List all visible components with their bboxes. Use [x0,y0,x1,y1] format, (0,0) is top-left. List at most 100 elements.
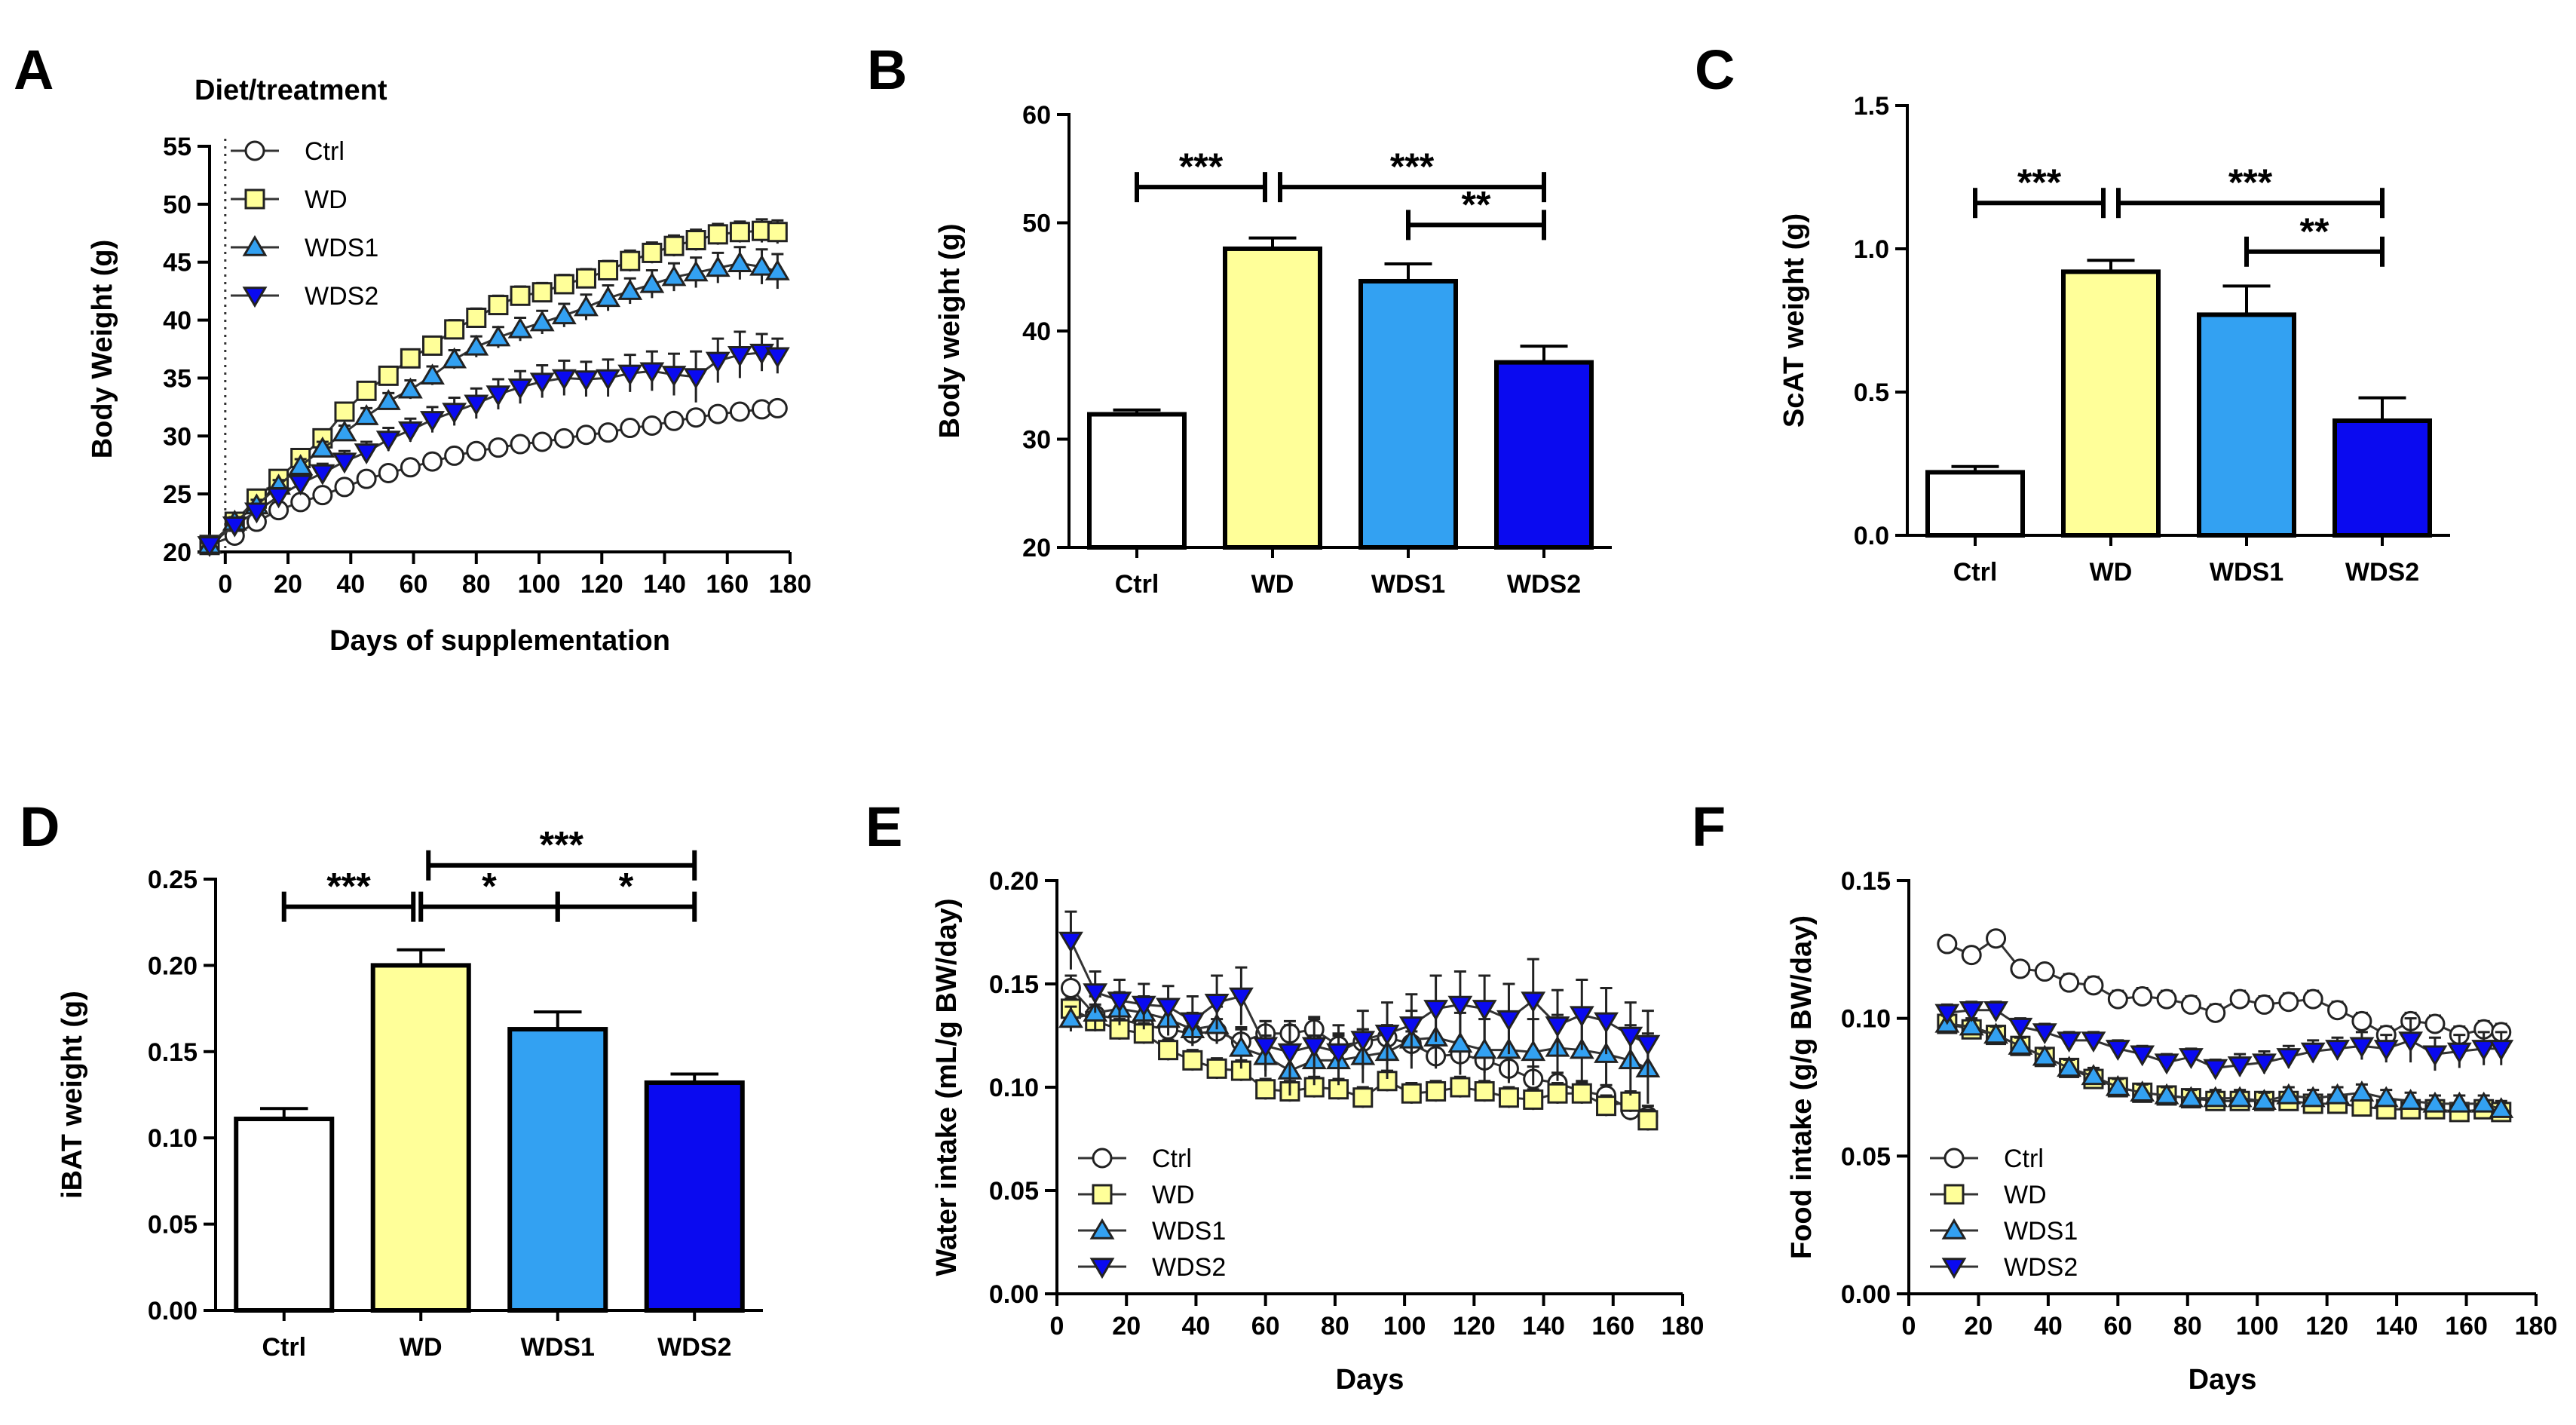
marker-wds1 [2178,1086,2204,1108]
marker-wds1 [683,260,709,282]
series-wds1 [1934,1011,2514,1118]
marker-wds2 [1521,991,1546,1013]
marker-ctrl [244,140,265,161]
x-tick-label: WDS1 [2210,558,2283,587]
x-tick-label: 120 [1453,1312,1496,1341]
y-tick-label: 0.15 [148,1038,198,1067]
panel-letter: F [1692,795,1726,858]
marker-wd [334,401,355,422]
x-tick-label: 0 [218,570,232,599]
marker-wds1 [354,404,379,425]
marker-wds2 [485,385,511,407]
marker-wds1 [2008,1034,2033,1055]
marker-wd [1571,1083,1592,1104]
panel-B: B 20 30 40 50 60 Body weight (g) Ctrl WD WDS1 WDS2… [867,38,1612,599]
marker-wds1 [596,286,621,308]
marker-wds1 [397,377,423,399]
marker-wds2 [288,474,314,496]
x-tick-label: 60 [1251,1312,1280,1341]
marker-wds2 [1496,1010,1521,1031]
x-tick-label: 20 [1965,1312,1993,1341]
legend-label: WDS2 [305,282,378,311]
x-tick-label: Ctrl [262,1333,306,1362]
marker-wds1 [375,389,401,410]
y-axis-title: Body weight (g) [934,224,966,439]
y-tick-label: 50 [163,191,191,219]
marker-ctrl [312,485,333,506]
marker-wds1 [2154,1083,2179,1105]
panel-letter: A [14,38,54,101]
marker-wds2 [222,516,247,538]
series-wds2 [197,330,790,557]
marker-wds2 [1398,1016,1424,1037]
y-tick-label: 30 [163,422,191,451]
marker-ctrl [531,431,553,452]
marker-wd [466,307,487,328]
marker-wds1 [551,303,577,325]
marker-wd [663,235,685,256]
y-tick-label: 20 [1022,534,1051,562]
y-tick-label: 60 [1022,101,1051,130]
marker-ctrl [378,462,399,483]
x-tick-label: Ctrl [1115,570,1159,599]
marker-wds2 [764,347,790,369]
marker-wds2 [2130,1045,2155,1067]
marker-wds2 [2300,1042,2326,1064]
marker-wd [767,222,788,243]
bar-ctrl [1925,470,2025,538]
y-tick-label: 0.05 [989,1177,1039,1206]
marker-wd [244,188,265,210]
marker-wds2 [2178,1048,2204,1069]
marker-wds2 [1569,1006,1594,1028]
panel-F: F 0.00 0.05 0.10 0.15 Food intake (g/g BW/day… [1692,795,2557,1396]
marker-wds2 [596,369,621,391]
y-axis-title: ScAT weight (g) [1778,213,1810,428]
marker-wd [444,319,465,340]
legend-label: WDS2 [1152,1253,1226,1282]
marker-wds1 [705,256,731,277]
x-tick-label: 40 [2034,1312,2063,1341]
panel-letter: B [867,38,907,101]
marker-ctrl [2302,988,2323,1010]
x-tick-label: 100 [2236,1312,2279,1341]
y-tick-label: 0.15 [1841,867,1891,896]
marker-wds2 [397,421,423,443]
y-tick-label: 35 [163,364,191,393]
marker-wd [1206,1058,1227,1079]
significance-label: ** [2300,210,2329,253]
marker-wds2 [1156,998,1181,1019]
x-tick-label: 40 [1182,1312,1211,1341]
marker-wd [1255,1079,1276,1100]
marker-wds2 [2032,1023,2057,1045]
marker-ctrl [2156,988,2177,1010]
y-axis-title: Body Weight (g) [87,240,118,459]
x-tick-label: 20 [274,570,302,599]
marker-ctrl [2083,975,2104,996]
x-tick-label: 0 [1050,1312,1064,1341]
marker-wds2 [464,394,489,416]
marker-wds2 [1107,991,1132,1013]
x-axis-title: Days of supplementation [329,625,670,657]
bar-wds2 [2332,418,2432,538]
marker-wd [1426,1080,1447,1102]
marker-wds2 [1301,1037,1327,1059]
y-tick-label: 20 [163,538,191,567]
marker-wd [531,282,553,303]
y-tick-label: 40 [163,307,191,336]
marker-wds2 [2154,1053,2179,1075]
y-tick-label: 0.20 [148,952,198,980]
y-tick-label: 25 [163,480,191,509]
marker-wds1 [2471,1091,2497,1113]
marker-ctrl [2253,994,2274,1015]
legend-label: WDS2 [2004,1253,2078,1282]
marker-wd [685,230,706,251]
marker-wds2 [242,287,268,308]
marker-ctrl [400,457,421,478]
marker-wds2 [1326,1043,1351,1065]
x-tick-label: 120 [2305,1312,2348,1341]
marker-wd [620,250,641,271]
marker-wd [488,295,509,316]
marker-wds1 [727,251,752,272]
marker-wds1 [2349,1080,2375,1102]
marker-wds2 [442,403,467,424]
